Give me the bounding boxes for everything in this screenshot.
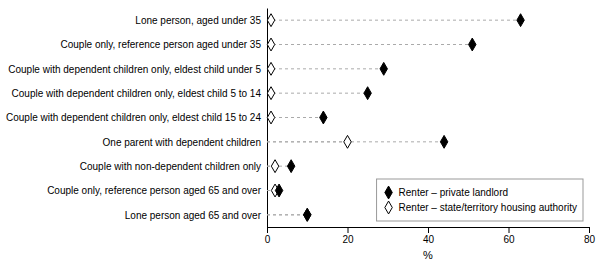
legend-symbol xyxy=(385,201,392,214)
y-tick: Couple with dependent children only, eld… xyxy=(12,88,267,99)
point xyxy=(267,62,274,75)
y-tick-label: Couple only, reference person aged 65 an… xyxy=(47,185,262,196)
y-tick-label: Couple only, reference person aged under… xyxy=(60,39,261,50)
y-tick: Couple with non-dependent children only xyxy=(80,161,267,172)
point xyxy=(304,208,311,221)
x-axis-line xyxy=(268,228,590,234)
x-tick-label: 40 xyxy=(423,234,435,245)
point xyxy=(267,111,274,124)
chart: 0 20 40 60 80% Lone person, aged under 35 Coup… xyxy=(0,0,605,265)
x-tick-mark xyxy=(428,227,429,233)
point xyxy=(267,38,274,51)
guide-line xyxy=(267,141,444,142)
point xyxy=(344,135,351,148)
legend-item: Renter – private landlord xyxy=(385,186,508,199)
legend: Renter – private landlord Renter – state/… xyxy=(377,179,583,221)
guide-line xyxy=(267,214,307,215)
x-tick-label: 80 xyxy=(584,234,596,245)
guide-line xyxy=(267,141,348,142)
point xyxy=(267,87,274,100)
y-tick-label: Couple with non-dependent children only xyxy=(80,161,261,172)
y-tick: Lone person aged 65 and over xyxy=(125,210,267,221)
series xyxy=(267,14,351,222)
guide-line xyxy=(267,117,323,118)
plot: 0 20 40 60 80% Lone person, aged under 35 Coup… xyxy=(6,9,595,262)
point xyxy=(320,111,327,124)
y-tick: Couple with dependent children only, eld… xyxy=(6,112,267,123)
series xyxy=(275,14,524,222)
legend-label: Renter – state/territory housing authori… xyxy=(399,202,577,213)
x-tick-mark xyxy=(509,227,510,233)
x-tick-label: 0 xyxy=(265,234,271,245)
y-tick: Lone person, aged under 35 xyxy=(135,15,267,26)
x-tick: 80 xyxy=(584,227,596,245)
point xyxy=(469,38,476,51)
legend-box xyxy=(377,179,583,221)
y-tick-label: Couple with dependent children only, eld… xyxy=(12,88,262,99)
point xyxy=(517,14,524,27)
x-axis: 0 20 40 60 80 xyxy=(265,227,596,245)
y-tick-label: Couple with dependent children only, eld… xyxy=(8,64,261,75)
x-tick: 20 xyxy=(342,227,354,245)
y-axis: Lone person, aged under 35 Couple only, r… xyxy=(6,9,268,228)
guide-line xyxy=(267,214,307,215)
y-tick-label: One parent with dependent children xyxy=(103,137,261,148)
x-axis-title: % xyxy=(423,249,433,261)
y-tick: Couple with dependent children only, eld… xyxy=(8,64,267,75)
point xyxy=(304,208,311,221)
x-tick-label: 20 xyxy=(342,234,354,245)
y-tick-label: Lone person aged 65 and over xyxy=(125,210,262,221)
point xyxy=(275,184,282,197)
legend-item: Renter – state/territory housing authori… xyxy=(385,201,577,214)
guide-line xyxy=(267,20,521,21)
y-tick: Couple only, reference person aged under… xyxy=(60,39,267,50)
point xyxy=(267,14,274,27)
x-tick-mark xyxy=(348,227,349,233)
legend-label: Renter – private landlord xyxy=(399,187,509,198)
y-tick: One parent with dependent children xyxy=(103,137,267,148)
y-tick-label: Couple with dependent children only, eld… xyxy=(6,112,261,123)
point xyxy=(364,87,371,100)
y-tick-label: Lone person, aged under 35 xyxy=(135,15,261,26)
point xyxy=(287,160,294,173)
x-tick-label: 60 xyxy=(503,234,515,245)
x-tick-mark xyxy=(589,227,590,233)
y-tick: Couple only, reference person aged 65 an… xyxy=(47,185,267,196)
x-tick-mark xyxy=(267,227,268,233)
x-tick: 40 xyxy=(423,227,435,245)
point xyxy=(440,135,447,148)
guide-line xyxy=(267,68,384,69)
legend-symbol xyxy=(385,186,392,199)
guide-line xyxy=(267,44,472,45)
point xyxy=(380,62,387,75)
x-tick: 0 xyxy=(265,227,271,245)
guide-line xyxy=(267,93,368,94)
point xyxy=(271,160,278,173)
x-tick: 60 xyxy=(503,227,515,245)
